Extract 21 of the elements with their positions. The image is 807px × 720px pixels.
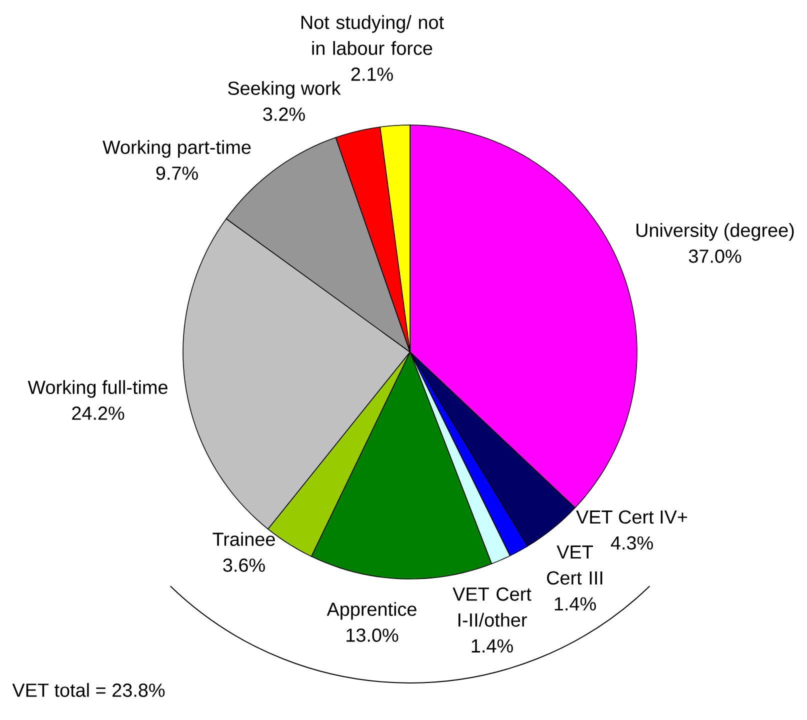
data-label: 4.3% (610, 536, 653, 550)
data-label: 1.4% (472, 639, 513, 653)
data-label: 1.4% (554, 597, 596, 610)
slice-label: Working full-time (28, 380, 168, 398)
slice-label: University (degree) (636, 223, 794, 241)
slice-label: VET Cert IV+ (576, 510, 688, 524)
slice-label: Trainee (212, 532, 275, 546)
data-label: 24.2% (72, 406, 124, 420)
slice-label: Apprentice (326, 602, 416, 620)
slice-label: VET Cert III (547, 546, 602, 585)
slice-label: Working part-time (102, 140, 251, 158)
slice-label: Not studying/ not in labour force (301, 15, 444, 55)
data-label: 9.7% (156, 166, 198, 180)
data-label: 37.0% (688, 249, 742, 263)
text: VET total = 23.8% (12, 683, 165, 697)
slice-label: VET Cert I-II/other (452, 587, 532, 627)
data-label: 13.0% (346, 628, 398, 642)
data-label: 2.1% (351, 67, 393, 81)
data-label: 3.2% (263, 107, 305, 121)
slice-label: Seeking work (228, 81, 341, 99)
data-label: 3.6% (223, 558, 265, 572)
